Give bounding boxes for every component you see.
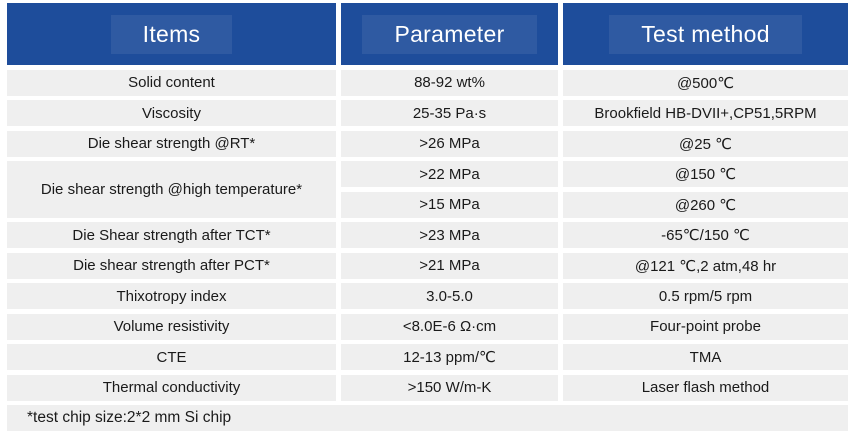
parameter-cell: 3.0-5.0 [341, 283, 558, 309]
item-cell: Thermal conductivity [7, 374, 336, 401]
method-cell: Four-point probe [563, 313, 848, 340]
item-cell: Solid content [7, 69, 336, 96]
parameter-cell: <8.0E-6 Ω·cm [341, 313, 558, 340]
column-header-parameter-label: Parameter [362, 14, 537, 54]
item-cell: Die Shear strength after TCT* [7, 222, 336, 248]
item-cell: Viscosity [7, 100, 336, 126]
column-header-parameter: Parameter [341, 3, 558, 65]
method-cell: Laser flash method [563, 374, 848, 401]
method-cell: @260 ℃ [563, 191, 848, 218]
item-cell: Die shear strength after PCT* [7, 252, 336, 279]
method-cell: 0.5 rpm/5 rpm [563, 283, 848, 309]
method-cell: Brookfield HB-DVII+,CP51,5RPM [563, 100, 848, 126]
parameter-cell: >26 MPa [341, 130, 558, 157]
parameter-cell: >23 MPa [341, 222, 558, 248]
parameter-cell: >22 MPa [341, 161, 558, 187]
column-header-test-method-label: Test method [609, 14, 802, 54]
footnote: *test chip size:2*2 mm Si chip [7, 405, 848, 431]
parameter-cell: 12-13 ppm/℃ [341, 344, 558, 370]
parameter-cell: >15 MPa [341, 191, 558, 218]
item-cell: Die shear strength @RT* [7, 130, 336, 157]
method-cell: @500℃ [563, 69, 848, 96]
method-cell: @25 ℃ [563, 130, 848, 157]
item-cell-merged: Die shear strength @high temperature* [7, 161, 336, 218]
parameter-cell: 25-35 Pa·s [341, 100, 558, 126]
parameter-cell: >150 W/m-K [341, 374, 558, 401]
item-cell: CTE [7, 344, 336, 370]
spec-table: Items Parameter Test method Solid conten… [7, 3, 848, 431]
item-cell: Volume resistivity [7, 313, 336, 340]
method-cell: TMA [563, 344, 848, 370]
method-cell: -65℃/150 ℃ [563, 222, 848, 248]
column-header-items-label: Items [110, 14, 233, 54]
column-header-test-method: Test method [563, 3, 848, 65]
column-header-items: Items [7, 3, 336, 65]
method-cell: @150 ℃ [563, 161, 848, 187]
item-cell: Thixotropy index [7, 283, 336, 309]
parameter-cell: >21 MPa [341, 252, 558, 279]
parameter-cell: 88-92 wt% [341, 69, 558, 96]
method-cell: @121 ℃,2 atm,48 hr [563, 252, 848, 279]
